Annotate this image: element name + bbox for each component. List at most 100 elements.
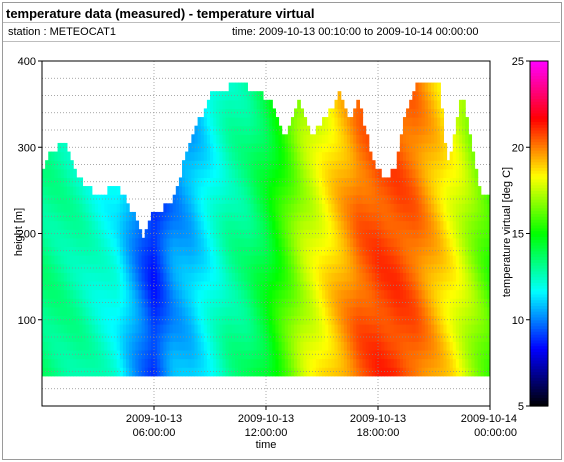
heatmap-cell: [315, 289, 320, 299]
heatmap-cell: [437, 211, 441, 222]
heatmap-cell: [116, 306, 121, 317]
heatmap-cell: [368, 168, 373, 179]
heatmap-cell: [368, 177, 373, 187]
heatmap-cell: [79, 324, 84, 334]
heatmap-cell: [284, 341, 289, 351]
heatmap-cell: [119, 367, 124, 377]
heatmap-cell: [48, 160, 52, 170]
heatmap-cell: [225, 349, 230, 360]
heatmap-cell: [147, 349, 152, 360]
heatmap-cell: [446, 306, 451, 317]
heatmap-cell: [396, 168, 401, 179]
heatmap-cell: [135, 263, 140, 273]
colorbar-band: [530, 291, 548, 295]
heatmap-cell: [362, 280, 367, 291]
heatmap-cell: [424, 289, 429, 299]
heatmap-cell: [359, 272, 364, 282]
heatmap-cell: [197, 194, 202, 204]
heatmap-cell: [45, 298, 49, 308]
heatmap-cell: [60, 280, 65, 291]
heatmap-cell: [318, 315, 323, 325]
heatmap-cell: [452, 306, 457, 317]
heatmap-cell: [222, 255, 227, 265]
heatmap-cell: [480, 341, 485, 351]
heatmap-cell: [166, 324, 171, 334]
heatmap-cell: [51, 341, 56, 351]
heatmap-cell: [104, 237, 108, 248]
heatmap-cell: [462, 306, 466, 317]
colorbar-band: [530, 325, 548, 329]
heatmap-cell: [194, 332, 199, 342]
heatmap-cell: [110, 203, 115, 213]
heatmap-cell: [244, 168, 248, 179]
heatmap-cell: [427, 168, 432, 179]
heatmap-cell: [247, 255, 252, 265]
heatmap-cell: [203, 255, 208, 265]
heatmap-cell: [54, 255, 59, 265]
heatmap-cell: [322, 306, 326, 317]
heatmap-cell: [175, 220, 180, 230]
heatmap-cell: [253, 99, 258, 110]
heatmap-cell: [73, 211, 77, 222]
heatmap-cell: [66, 332, 71, 342]
heatmap-cell: [465, 220, 469, 230]
heatmap-cell: [73, 255, 77, 265]
heatmap-cell: [412, 324, 417, 334]
heatmap-cell: [300, 246, 304, 256]
heatmap-cell: [309, 306, 314, 317]
heatmap-cell: [421, 203, 426, 213]
heatmap-cell: [45, 280, 49, 291]
heatmap-cell: [290, 160, 295, 170]
heatmap-cell: [51, 298, 56, 308]
heatmap-cell: [371, 237, 376, 248]
heatmap-cell: [325, 237, 329, 248]
heatmap-cell: [219, 341, 224, 351]
heatmap-cell: [228, 194, 233, 204]
heatmap-cell: [468, 280, 473, 291]
heatmap-cell: [318, 160, 323, 170]
heatmap-cell: [269, 315, 273, 325]
heatmap-cell: [113, 194, 118, 204]
heatmap-cell: [381, 358, 385, 368]
heatmap-cell: [471, 341, 476, 351]
heatmap-cell: [471, 367, 476, 377]
heatmap-cell: [462, 358, 466, 368]
heatmap-cell: [458, 341, 463, 351]
heatmap-cell: [468, 186, 473, 196]
heatmap-cell: [188, 367, 192, 377]
heatmap-cell: [219, 117, 224, 127]
heatmap-cell: [63, 211, 68, 222]
heatmap-cell: [303, 367, 308, 377]
heatmap-cell: [45, 272, 49, 282]
heatmap-cell: [406, 272, 410, 282]
heatmap-cell: [443, 151, 448, 161]
heatmap-cell: [462, 151, 466, 161]
heatmap-cell: [415, 237, 420, 248]
heatmap-cell: [318, 134, 323, 144]
heatmap-cell: [430, 306, 435, 317]
heatmap-cell: [449, 177, 454, 187]
heatmap-cell: [73, 237, 77, 248]
heatmap-cell: [434, 255, 438, 265]
heatmap-cell: [297, 160, 301, 170]
heatmap-cell: [378, 341, 382, 351]
heatmap-cell: [471, 315, 476, 325]
heatmap-cell: [256, 99, 261, 110]
heatmap-cell: [437, 82, 441, 92]
heatmap-cell: [359, 151, 364, 161]
colorbar-band: [530, 270, 548, 275]
heatmap-cell: [154, 306, 158, 317]
heatmap-cell: [132, 332, 136, 342]
heatmap-cell: [334, 134, 339, 144]
heatmap-cell: [234, 263, 239, 273]
heatmap-cell: [458, 160, 463, 170]
heatmap-cell: [393, 306, 398, 317]
heatmap-cell: [200, 272, 205, 282]
heatmap-cell: [306, 332, 311, 342]
heatmap-cell: [346, 203, 351, 213]
heatmap-cell: [356, 125, 360, 135]
heatmap-cell: [368, 220, 373, 230]
heatmap-cell: [110, 246, 115, 256]
heatmap-cell: [362, 358, 367, 368]
heatmap-cell: [284, 220, 289, 230]
